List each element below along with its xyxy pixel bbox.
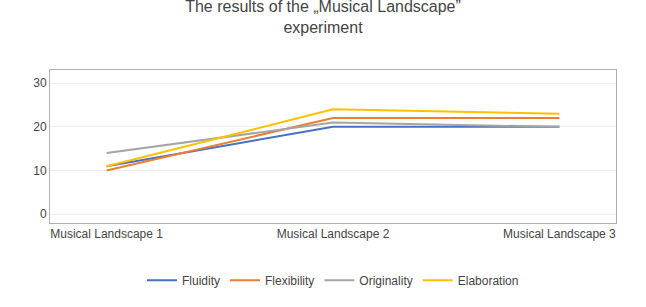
svg-text:Flexibility: Flexibility [265,274,314,288]
svg-text:Musical Landscape 2: Musical Landscape 2 [277,227,390,241]
svg-text:Fluidity: Fluidity [182,274,220,288]
svg-text:10: 10 [33,164,47,178]
svg-text:20: 20 [33,120,47,134]
svg-text:30: 30 [33,76,47,90]
svg-text:Musical Landscape 3: Musical Landscape 3 [503,227,616,241]
svg-text:Originality: Originality [359,274,412,288]
svg-text:Musical Landscape 1: Musical Landscape 1 [50,227,163,241]
svg-text:Elaboration: Elaboration [458,274,519,288]
svg-text:The results of the „Musical La: The results of the „Musical Landscape”ex… [185,0,461,36]
svg-text:0: 0 [40,207,47,221]
